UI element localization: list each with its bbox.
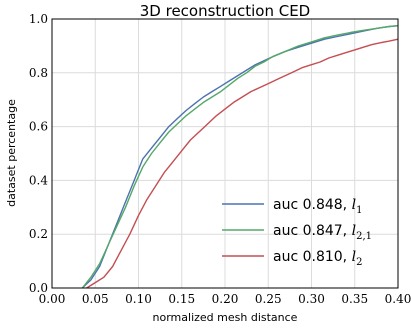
- legend-label-1: auc 0.848, l1: [273, 197, 362, 216]
- legend-label-math: l: [352, 197, 356, 213]
- x-tick-labels: 0.00 0.05 0.10 0.15 0.20 0.25 0.30 0.35 0.40: [39, 292, 411, 306]
- x-tick-label: 0.05: [82, 292, 109, 306]
- x-tick-label: 0.35: [341, 292, 368, 306]
- legend-label-math: l: [352, 223, 356, 239]
- x-tick-label: 0.25: [255, 292, 282, 306]
- y-tick-label: 0.8: [29, 66, 48, 80]
- y-tick-label: 0.0: [29, 281, 48, 295]
- x-tick-label: 0.00: [39, 292, 66, 306]
- y-tick-label: 0.4: [29, 173, 48, 187]
- chart-title: 3D reconstruction CED: [140, 2, 310, 20]
- plot-frame: [51, 18, 399, 289]
- series-line-1: [81, 25, 399, 289]
- legend-label-subscript: 2,1: [356, 231, 372, 242]
- x-tick-label: 0.10: [125, 292, 152, 306]
- legend-label-text: auc 0.810,: [273, 249, 352, 265]
- y-tick-label: 1.0: [29, 12, 48, 26]
- x-tick-label: 0.20: [212, 292, 239, 306]
- legend-label-2: auc 0.847, l2,1: [273, 223, 372, 242]
- legend-label-text: auc 0.848,: [273, 197, 352, 213]
- legend-label-math: l: [352, 249, 356, 265]
- y-tick-label: 0.6: [29, 120, 48, 134]
- gridlines: [51, 18, 399, 289]
- series-lines: [81, 25, 399, 289]
- x-tick-label: 0.40: [385, 292, 411, 306]
- series-line-3: [86, 38, 399, 289]
- legend-label-subscript: 1: [356, 205, 362, 216]
- y-tick-label: 0.2: [29, 227, 48, 241]
- x-tick-label: 0.30: [298, 292, 325, 306]
- legend-label-subscript: 2: [356, 257, 362, 268]
- y-tick-labels: 0.0 0.2 0.4 0.6 0.8 1.0: [29, 12, 48, 295]
- x-axis-label: normalized mesh distance: [153, 311, 298, 324]
- y-axis-label: dataset percentage: [5, 99, 18, 207]
- legend-label-3: auc 0.810, l2: [273, 249, 362, 268]
- legend-label-text: auc 0.847,: [273, 223, 352, 239]
- series-line-2: [81, 25, 399, 289]
- x-tick-label: 0.15: [168, 292, 195, 306]
